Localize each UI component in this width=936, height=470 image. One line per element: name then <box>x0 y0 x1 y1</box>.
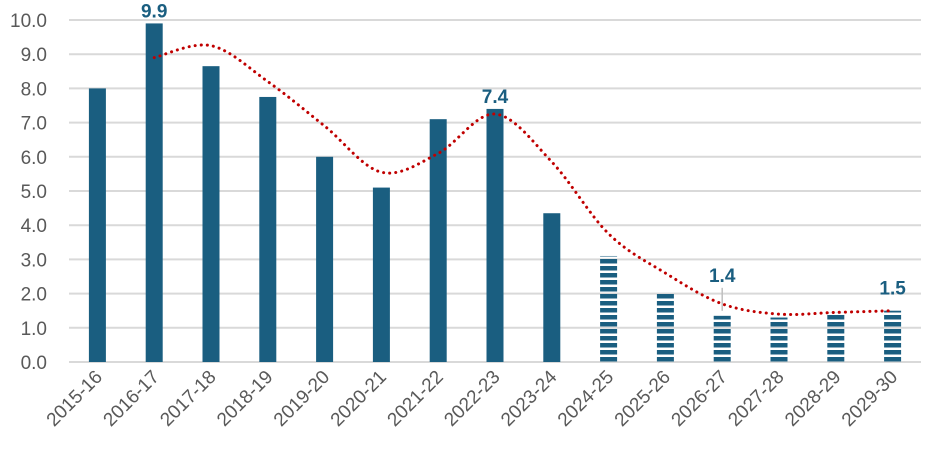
x-tick-label: 2029-30 <box>838 367 902 431</box>
x-tick-label: 2028-29 <box>781 367 845 431</box>
data-label: 7.4 <box>482 87 509 108</box>
bar-2022-23 <box>486 108 504 362</box>
bar-2018-19 <box>259 96 277 362</box>
y-tick-label: 5.0 <box>21 182 47 203</box>
y-tick-label: 1.0 <box>21 319 47 340</box>
data-label: 1.4 <box>709 266 736 287</box>
y-tick-label: 9.0 <box>21 45 47 66</box>
bar-2017-18 <box>202 66 220 363</box>
bar-2027-28 <box>770 317 788 362</box>
y-tick-label: 2.0 <box>21 285 47 306</box>
x-tick-label: 2023-24 <box>497 366 561 430</box>
x-tick-label: 2025-26 <box>611 367 675 431</box>
bar-2025-26 <box>656 293 674 362</box>
x-tick-label: 2022-23 <box>440 367 504 431</box>
x-tick-label: 2018-19 <box>213 367 277 431</box>
bar-2029-30 <box>884 310 902 362</box>
x-tick-label: 2019-20 <box>270 367 334 431</box>
x-tick-label: 2015-16 <box>43 367 107 431</box>
x-tick-label: 2021-22 <box>384 367 448 431</box>
x-tick-label: 2017-18 <box>156 367 220 431</box>
x-tick-label: 2024-25 <box>554 367 618 431</box>
y-tick-label: 4.0 <box>21 216 47 237</box>
y-tick-label: 8.0 <box>21 79 47 100</box>
y-tick-label: 3.0 <box>21 250 47 271</box>
y-tick-label: 7.0 <box>21 114 47 135</box>
x-tick-label: 2020-21 <box>327 367 391 431</box>
y-tick-label: 10.0 <box>10 11 47 32</box>
y-tick-label: 0.0 <box>21 353 47 374</box>
bar-2024-25 <box>600 255 618 362</box>
bar-2019-20 <box>316 156 334 362</box>
trend-line <box>152 43 895 317</box>
bar-2016-17 <box>145 23 163 362</box>
bar-2020-21 <box>372 187 390 362</box>
y-tick-label: 6.0 <box>21 148 47 169</box>
x-tick-label: 2027-28 <box>724 367 788 431</box>
data-label: 9.9 <box>141 1 167 22</box>
bar-2015-16 <box>88 88 106 363</box>
bar-2028-29 <box>827 312 845 362</box>
bar-2026-27 <box>713 315 731 362</box>
bar-2021-22 <box>429 119 447 363</box>
data-label: 1.5 <box>879 279 906 300</box>
bar-2023-24 <box>543 213 561 362</box>
x-tick-label: 2026-27 <box>668 367 732 431</box>
x-tick-label: 2016-17 <box>100 367 164 431</box>
